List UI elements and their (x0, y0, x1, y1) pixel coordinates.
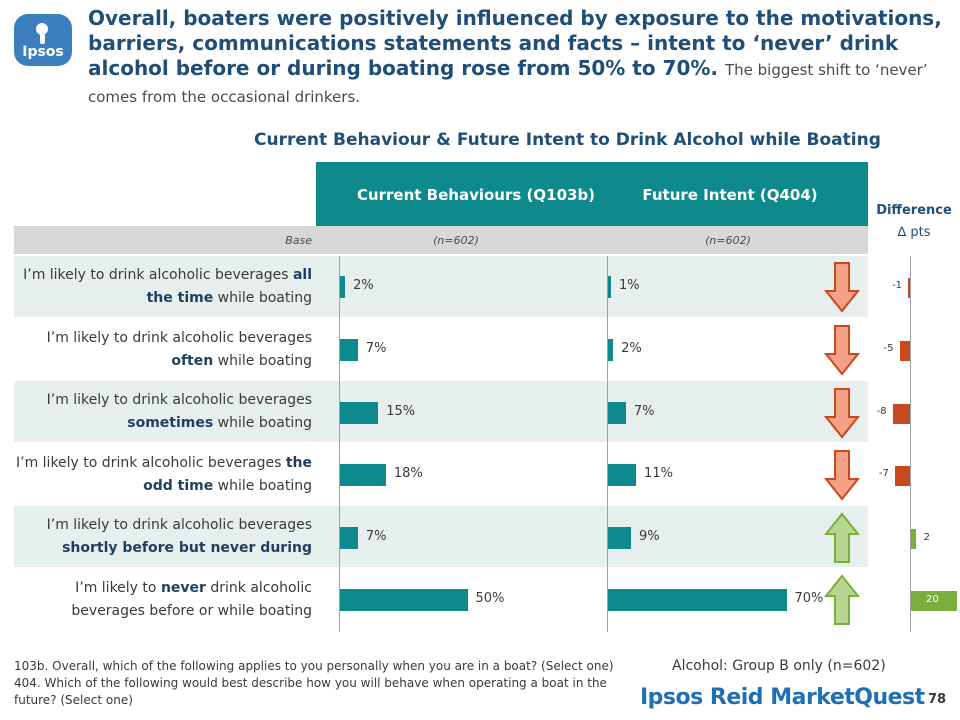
bar-current-label: 7% (365, 528, 387, 544)
bar-current (340, 589, 468, 612)
arrow-up-icon (824, 512, 860, 563)
bar-future-label: 9% (638, 528, 660, 544)
row-band (14, 256, 868, 317)
footnote-q103b: 103b. Overall, which of the following ap… (14, 659, 614, 673)
bar-current-label: 18% (393, 466, 423, 482)
logo-text: Ipsos (22, 44, 64, 60)
column-header-band (316, 162, 868, 226)
arrow-down-icon (824, 324, 860, 376)
bar-current (340, 464, 386, 487)
row-label-text: I’m likely to drink alcoholic beverages (46, 517, 312, 534)
logo-stem (40, 34, 45, 44)
difference-bar (894, 466, 911, 487)
bar-current-label: 7% (365, 340, 387, 356)
row-label-emphasis: often (171, 352, 214, 369)
difference-header: Difference ∆ pts (868, 200, 960, 244)
difference-bar (892, 403, 911, 424)
row-label-text: while boating (213, 415, 312, 432)
row-label-text: I’m likely to drink alcoholic beverages (46, 329, 312, 346)
arrow-down-icon (824, 387, 860, 439)
row-label-text: while boating (213, 290, 312, 306)
bar-future (608, 464, 637, 487)
bar-future (608, 526, 631, 549)
row-label: I’m likely to never drink alcoholic beve… (16, 577, 312, 623)
difference-label: -7 (878, 468, 889, 480)
difference-label: -1 (892, 280, 902, 292)
row-label-text: while boating (213, 477, 312, 494)
bar-current-label: 15% (386, 403, 416, 419)
bar-future (608, 589, 787, 612)
bar-current (340, 338, 358, 361)
difference-label: 2 (923, 531, 930, 543)
axis-difference (910, 256, 911, 632)
bar-future (608, 401, 626, 424)
arrow-down-icon (824, 262, 860, 313)
base-label: Base (285, 234, 312, 247)
bar-future-label: 1% (619, 278, 640, 294)
footnotes: 103b. Overall, which of the following ap… (14, 658, 654, 709)
row-label: I’m likely to drink alcoholic beverages … (16, 264, 312, 310)
brand-wordmark: Ipsos Reid MarketQuest (640, 685, 925, 710)
row-label-emphasis: sometimes (127, 415, 214, 432)
row-label-text: while boating (213, 352, 312, 369)
page-number: 78 (928, 692, 947, 707)
bar-current-label: 2% (353, 278, 374, 294)
row-label: I’m likely to drink alcoholic beverages … (16, 452, 312, 498)
row-label-text: I’m likely to (75, 580, 161, 596)
row-label-emphasis: shortly before but never during (62, 540, 312, 557)
difference-bar (911, 528, 916, 549)
bar-future-label: 70% (794, 591, 824, 607)
row-label-text: I’m likely to drink alcoholic beverages (23, 267, 293, 283)
logo-dot (36, 23, 48, 35)
difference-title: Difference (876, 203, 952, 218)
base-row (14, 226, 868, 254)
sample-note: Alcohol: Group B only (n=602) (672, 658, 886, 674)
difference-unit: ∆ pts (897, 225, 931, 240)
base-current: (n=602) (433, 234, 479, 247)
row-label-emphasis: all the time (146, 267, 312, 306)
difference-label: -8 (876, 405, 887, 417)
row-label: I’m likely to drink alcoholic beverages … (16, 514, 312, 560)
footnote-q404: 404. Which of the following would best d… (14, 676, 607, 707)
headline-bold: Overall, boaters were positively influen… (88, 6, 942, 80)
row-label-emphasis: never (160, 580, 206, 596)
difference-label: 20 (926, 594, 939, 606)
bar-current (340, 401, 379, 424)
bar-current (340, 526, 358, 549)
bar-future-label: 2% (621, 340, 642, 356)
headline: Overall, boaters were positively influen… (88, 6, 948, 110)
bar-future-label: 7% (633, 403, 655, 419)
row-label: I’m likely to drink alcoholic beverages … (16, 327, 312, 373)
chart-title: Current Behaviour & Future Intent to Dri… (254, 130, 881, 150)
arrow-down-icon (824, 450, 860, 501)
headline-subtext: The biggest shift to ‘never’ comes from … (88, 61, 928, 106)
axis-future (607, 256, 608, 632)
bar-current (340, 276, 346, 299)
row-label: I’m likely to drink alcoholic beverages … (16, 389, 312, 435)
difference-bar (908, 278, 911, 299)
row-band (14, 506, 868, 567)
column-header-current: Current Behaviours (Q103b) (356, 186, 596, 204)
bar-future-label: 11% (644, 466, 673, 482)
axis-current (339, 256, 340, 632)
arrow-up-icon (824, 574, 860, 626)
row-band (14, 381, 868, 442)
base-future: (n=602) (705, 234, 751, 247)
ipsos-logo: Ipsos (14, 14, 72, 66)
difference-label: -5 (883, 342, 894, 354)
bar-current-label: 50% (475, 591, 505, 607)
row-label-text: drink alcoholic beverages before or whil… (71, 580, 312, 619)
difference-bar (899, 340, 911, 361)
row-label-emphasis: the odd time (143, 454, 312, 494)
bar-future (608, 338, 614, 361)
column-header-future: Future Intent (Q404) (642, 186, 818, 204)
row-label-text: I’m likely to drink alcoholic beverages (46, 392, 312, 409)
bar-future (608, 276, 611, 299)
row-label-text: I’m likely to drink alcoholic beverages (16, 454, 286, 471)
difference-bar (911, 591, 957, 612)
